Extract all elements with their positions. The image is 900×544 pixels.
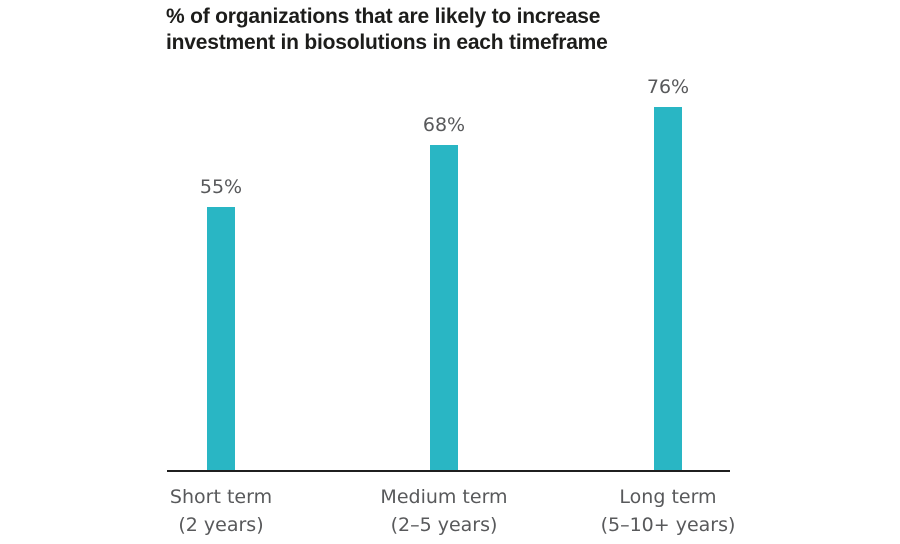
category-label-line: Short term bbox=[169, 486, 273, 508]
category-label-line: Long term bbox=[619, 486, 717, 508]
bar-value-label: 76% bbox=[646, 76, 690, 98]
chart-title-line1: % of organizations that are likely to in… bbox=[166, 5, 601, 28]
bar bbox=[207, 207, 235, 470]
category-label-line: (5–10+ years) bbox=[600, 514, 736, 536]
plot-area: 55% 68% 76% bbox=[167, 76, 730, 472]
chart-title: % of organizations that are likely to in… bbox=[166, 4, 608, 56]
category-label: Medium term (2–5 years) bbox=[334, 483, 554, 539]
category-label-line: (2 years) bbox=[178, 514, 264, 536]
bar-group: 55% bbox=[161, 176, 281, 470]
bar bbox=[430, 145, 458, 470]
bar-group: 76% bbox=[608, 76, 728, 470]
bar-value-label: 68% bbox=[422, 114, 466, 136]
category-label: Long term (5–10+ years) bbox=[558, 483, 778, 539]
chart-title-line2: investment in biosolutions in each timef… bbox=[166, 31, 608, 54]
bar bbox=[654, 107, 682, 470]
bar-group: 68% bbox=[384, 114, 504, 470]
category-label-line: (2–5 years) bbox=[390, 514, 498, 536]
category-label-line: Medium term bbox=[380, 486, 508, 508]
category-label: Short term (2 years) bbox=[111, 483, 331, 539]
bar-value-label: 55% bbox=[199, 176, 243, 198]
category-axis-labels: Short term (2 years) Medium term (2–5 years… bbox=[167, 483, 736, 543]
